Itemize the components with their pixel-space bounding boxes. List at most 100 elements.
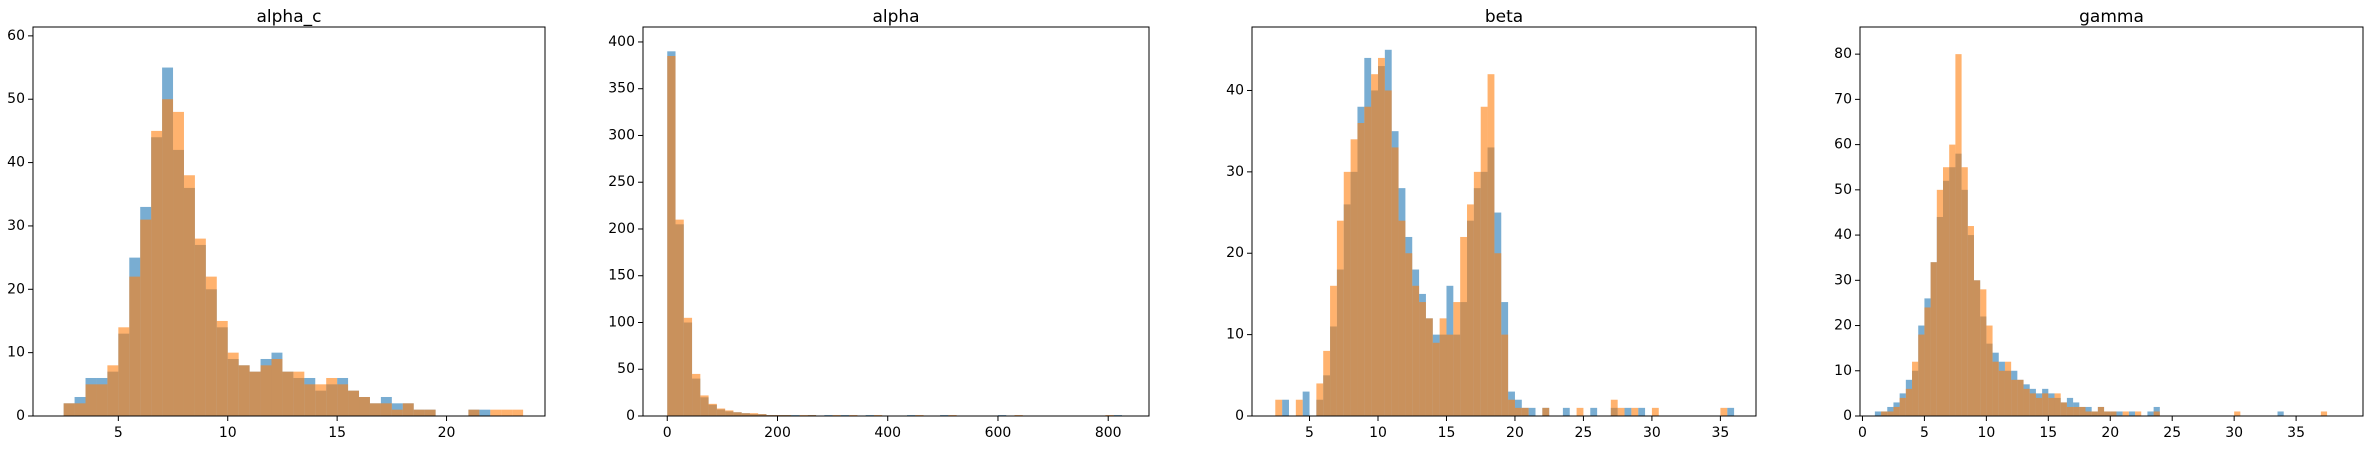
histogram-bar <box>1638 407 1646 416</box>
histogram-bar <box>1453 302 1461 416</box>
histogram-bar <box>2060 402 2067 416</box>
histogram-bar <box>271 358 283 416</box>
histogram-bar <box>1521 407 1529 416</box>
histogram-bar <box>304 384 316 416</box>
histogram-bar <box>1905 388 1913 416</box>
chart-title: alpha <box>872 7 919 27</box>
histogram-bar <box>1562 407 1570 416</box>
histogram-bar <box>162 99 174 416</box>
x-tick-label: 10 <box>1369 425 1387 441</box>
x-tick-label: 35 <box>1711 425 1729 441</box>
histogram-bar <box>1887 411 1894 416</box>
y-tick-label: 10 <box>1834 363 1852 379</box>
histogram-bar <box>512 409 524 416</box>
histogram-bar <box>1302 391 1310 416</box>
histogram-bar <box>2135 411 2142 416</box>
histogram-bar <box>1425 318 1433 416</box>
histogram-bar <box>140 219 152 416</box>
histogram-bar <box>205 276 217 416</box>
x-tick-label: 10 <box>1977 425 1995 441</box>
histogram-bar <box>1576 407 1584 416</box>
histogram-bar <box>1973 280 1981 416</box>
histogram-bar <box>249 371 261 416</box>
histogram-bar <box>501 409 513 416</box>
y-tick-label: 350 <box>608 81 635 97</box>
subplot: alpha_c 5 10 15 20 0 10 20 30 40 50 60 <box>7 7 546 441</box>
histogram-bar <box>1323 350 1331 416</box>
histogram-bar <box>260 365 272 416</box>
histogram-bar <box>479 409 491 416</box>
histogram-bar <box>490 409 502 416</box>
histogram-bar <box>216 320 228 416</box>
histogram-bar <box>758 414 767 416</box>
histogram-bar <box>1930 262 1937 416</box>
y-tick-label: 50 <box>7 91 25 107</box>
histogram-bar <box>1912 361 1919 416</box>
histogram-bar <box>1899 397 1906 416</box>
histogram-bar <box>2153 411 2160 416</box>
histogram-bar <box>708 403 717 416</box>
y-tick-label: 300 <box>608 127 635 143</box>
histogram-bar <box>2091 411 2098 416</box>
subplot: beta 5 10 15 20 25 30 35 0 10 20 30 40 <box>1226 7 1757 441</box>
histogram-bar <box>1986 325 1993 416</box>
histogram-bar <box>2017 379 2024 416</box>
x-tick-label: 35 <box>2287 425 2305 441</box>
histogram-bar <box>2054 393 2061 416</box>
histogram-bar <box>96 384 108 416</box>
histogram-bar <box>129 276 141 416</box>
histogram-bar <box>173 111 184 417</box>
x-tick-label: 0 <box>663 425 672 441</box>
y-tick-label: 10 <box>1226 327 1244 343</box>
histogram-bar <box>2042 393 2049 416</box>
x-tick-label: 0 <box>1858 425 1867 441</box>
histogram-bar <box>369 403 381 416</box>
histogram-bar <box>1631 407 1639 416</box>
histogram-bar <box>2277 411 2284 416</box>
histogram-bar <box>700 395 709 416</box>
histogram-bar <box>1501 334 1509 416</box>
y-tick-label: 0 <box>626 408 635 424</box>
histogram-bar <box>2048 397 2055 416</box>
y-tick-label: 150 <box>608 268 635 284</box>
y-tick-label: 20 <box>1834 318 1852 334</box>
histogram-bar <box>1316 383 1324 416</box>
y-tick-label: 400 <box>608 34 635 50</box>
histogram-bar <box>183 175 195 416</box>
y-tick-label: 30 <box>1834 272 1852 288</box>
histogram-bar <box>667 55 676 417</box>
histogram-bar <box>1473 171 1481 416</box>
histogram-bar <box>2023 388 2030 416</box>
y-tick-label: 0 <box>1843 408 1852 424</box>
histogram-bar <box>1924 307 1931 416</box>
x-tick-label: 15 <box>2039 425 2057 441</box>
histogram-bar <box>1949 144 1956 416</box>
y-tick-label: 0 <box>1235 408 1244 424</box>
x-tick-label: 30 <box>1643 425 1661 441</box>
histogram-bar <box>1617 407 1625 416</box>
histogram-bar <box>2104 411 2111 416</box>
x-tick-label: 15 <box>1438 425 1456 441</box>
histogram-bar <box>2116 411 2123 416</box>
histogram-bar <box>1398 220 1406 416</box>
y-tick-label: 50 <box>617 361 635 377</box>
histogram-bar <box>1980 289 1987 416</box>
histogram-bar <box>741 413 750 416</box>
chart-title: gamma <box>2079 7 2144 27</box>
histogram-bar <box>1364 106 1372 416</box>
histogram-bar <box>194 238 206 416</box>
histogram-bar <box>1446 334 1454 416</box>
y-tick-label: 60 <box>1834 137 1852 153</box>
histogram-bar <box>1874 411 1882 416</box>
histogram-bar <box>413 409 425 416</box>
x-tick-label: 600 <box>985 425 1012 441</box>
histogram-bar <box>118 327 130 416</box>
chart-title: beta <box>1485 7 1523 27</box>
histogram-bar <box>2085 411 2092 416</box>
histogram-bar <box>725 410 734 416</box>
histogram-bar <box>468 409 480 416</box>
histogram-bar <box>63 403 75 416</box>
x-tick-label: 10 <box>219 425 237 441</box>
y-tick-label: 40 <box>1834 227 1852 243</box>
histogram-bar <box>315 384 327 416</box>
